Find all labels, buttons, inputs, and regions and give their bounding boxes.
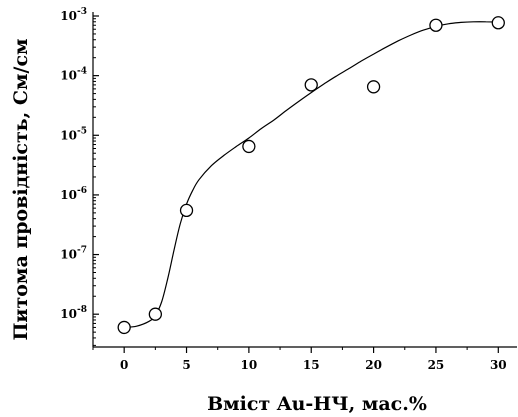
data-point (304, 78, 318, 92)
y-axis-title: Питома провідність, См/см (10, 38, 32, 340)
fit-curve (124, 21, 499, 328)
y-tick-label: 10-5 (60, 126, 87, 142)
x-tick-label: 0 (120, 358, 128, 372)
x-tick-label: 25 (428, 358, 445, 372)
y-tick-label: 10-8 (60, 305, 87, 321)
x-tick-label: 20 (365, 358, 382, 372)
data-point (491, 16, 505, 30)
y-tick-label: 10-3 (60, 7, 87, 23)
fit-curve-layer (124, 21, 499, 328)
data-point (179, 203, 194, 218)
y-tick-label: 10-4 (60, 67, 87, 83)
data-point (242, 139, 256, 154)
x-axis-title: Вміст Au-НЧ, мас.% (207, 393, 427, 415)
x-tick-label: 15 (303, 358, 320, 372)
data-points (117, 16, 505, 335)
data-point (117, 320, 131, 335)
x-tick-label: 30 (490, 358, 507, 372)
x-tick-label: 10 (241, 358, 258, 372)
y-axis: 10-8 10-7 10-6 10-5 10-4 10-3 (60, 7, 99, 346)
y-tick-label: 10-7 (60, 246, 87, 262)
plot-area (92, 12, 517, 348)
x-tick-label: 5 (182, 358, 190, 372)
x-axis: 0 5 10 15 20 25 30 (92, 347, 507, 372)
y-tick-label: 10-6 (60, 186, 87, 202)
data-point (429, 18, 443, 32)
data-point (148, 307, 163, 321)
data-point (366, 80, 381, 94)
